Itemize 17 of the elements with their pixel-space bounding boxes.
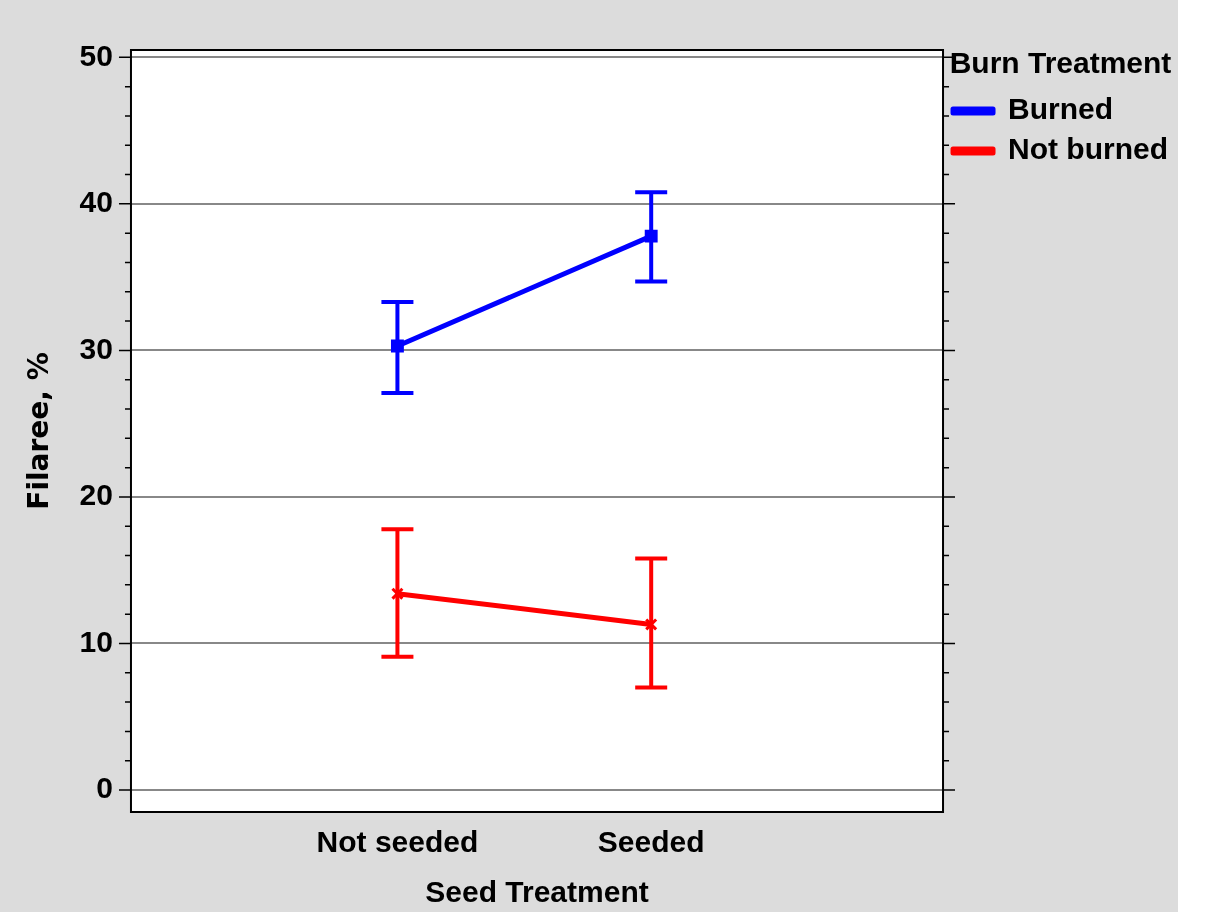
y-tick-label: 20 <box>79 478 113 512</box>
point <box>390 587 404 601</box>
y-tick-label: 10 <box>79 624 113 658</box>
y-tick-label: 40 <box>79 185 113 219</box>
legend-title: Burn Treatment <box>949 46 1172 80</box>
y-tick-label: 30 <box>79 331 113 365</box>
y-tick-label: 50 <box>79 38 113 72</box>
legend-label: Burned <box>1008 92 1114 126</box>
legend-label: Not burned <box>1008 132 1169 166</box>
point <box>644 229 658 243</box>
y-tick-label: 0 <box>96 771 113 805</box>
x-tick-label: Seeded <box>597 825 705 859</box>
y-axis-title: Filaree, % <box>22 352 56 510</box>
point <box>644 617 658 631</box>
x-tick-label: Not seeded <box>316 825 479 859</box>
x-axis-title: Seed Treatment <box>425 875 649 909</box>
point <box>390 339 404 353</box>
